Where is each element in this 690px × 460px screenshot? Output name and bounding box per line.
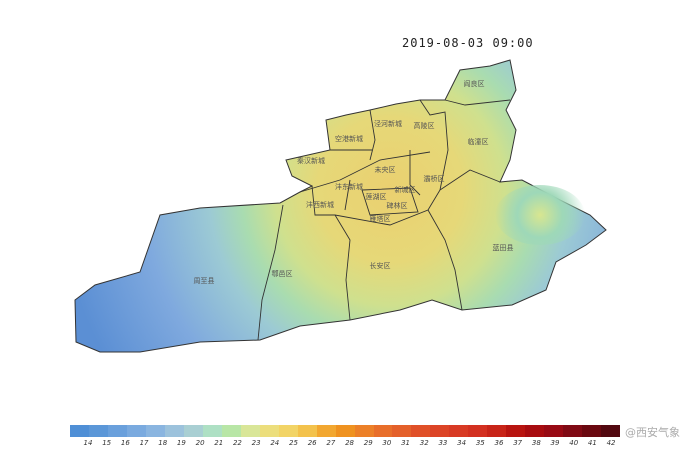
legend-swatch	[164, 425, 184, 437]
district-label: 碑林区	[387, 201, 408, 210]
district-label: 长安区	[370, 261, 391, 270]
legend-swatch	[278, 425, 298, 437]
legend-tick-label: 38	[531, 439, 541, 447]
legend-tick-label: 25	[289, 439, 298, 447]
legend-tick-label: 28	[345, 439, 354, 447]
legend-swatch	[316, 425, 336, 437]
legend-tick-label: 17	[139, 439, 149, 447]
legend-tick-label: 19	[176, 439, 186, 447]
warm-patch	[495, 185, 585, 245]
legend-swatch	[487, 425, 507, 437]
legend-tick-label: 14	[83, 439, 93, 447]
legend-tick-label: 36	[494, 439, 504, 447]
legend-tick-label: 41	[587, 439, 597, 447]
legend-tick-label: 32	[419, 439, 429, 447]
legend-swatch	[601, 425, 621, 437]
watermark: @西安气象	[625, 426, 680, 439]
district-label: 泾河新城	[374, 119, 402, 128]
legend-swatch	[70, 425, 89, 437]
map-timestamp: 2019-08-03 09:00	[402, 36, 534, 50]
legend-swatch	[107, 425, 127, 437]
legend-tick-label: 42	[606, 439, 616, 447]
legend-tick-label: 37	[513, 439, 523, 447]
district-label: 灞桥区	[424, 174, 445, 183]
legend-tick-label: 35	[475, 439, 485, 447]
district-boundaries	[257, 99, 511, 341]
district-label: 雁塔区	[370, 214, 391, 223]
legend-tick-label: 23	[251, 439, 261, 447]
legend-swatch	[582, 425, 602, 437]
legend-swatch	[145, 425, 165, 437]
district-label: 鄠邑区	[272, 269, 293, 278]
legend-swatch	[411, 425, 431, 437]
legend-tick-label: 29	[363, 439, 373, 447]
map-region: 阎良区 泾河新城 高陵区 临潼区 空港新城 秦汉新城 未央区 灞桥区 沣西新城 …	[74, 59, 607, 353]
legend-tick-label: 31	[401, 439, 411, 447]
legend-swatch	[183, 425, 203, 437]
legend-tick-label: 40	[569, 439, 579, 447]
legend-swatch	[525, 425, 545, 437]
legend-swatch	[506, 425, 526, 437]
legend-tick-label: 27	[326, 439, 336, 447]
legend-ticks: 14 15 16 17 18 19 20 21 22 23 24 25 26 27 28 29 30 31 32 33…	[70, 439, 630, 449]
legend-swatch	[430, 425, 450, 437]
legend-swatch	[373, 425, 393, 437]
legend-swatch	[354, 425, 374, 437]
legend-swatch	[297, 425, 317, 437]
legend-swatch	[259, 425, 279, 437]
legend-tick-label: 15	[102, 439, 112, 447]
legend-tick-label: 30	[382, 439, 392, 447]
legend-tick-label: 22	[232, 439, 242, 447]
legend-tick-label: 20	[195, 439, 205, 447]
legend-swatch	[449, 425, 469, 437]
district-label: 周至县	[194, 277, 215, 285]
legend-swatch	[221, 425, 241, 437]
legend-tick-label: 18	[158, 439, 168, 447]
legend-swatch	[202, 425, 222, 437]
legend-tick-label: 16	[120, 439, 130, 447]
district-label: 莲湖区	[366, 192, 387, 201]
legend-swatch	[88, 425, 108, 437]
district-label: 沣西新城	[306, 200, 334, 209]
legend-swatch	[335, 425, 355, 437]
district-label: 沣东新城	[335, 182, 363, 191]
legend-tick-label: 34	[457, 439, 467, 447]
legend-tick-label: 26	[307, 439, 317, 447]
legend-tick-label: 33	[438, 439, 448, 447]
district-label: 临潼区	[468, 137, 489, 146]
legend-tick-label: 21	[214, 439, 224, 447]
legend-swatch	[544, 425, 564, 437]
temperature-map: 阎良区 泾河新城 高陵区 临潼区 空港新城 秦汉新城 未央区 灞桥区 沣西新城 …	[74, 59, 607, 353]
legend-tick-label: 39	[550, 439, 560, 447]
district-label: 新城区	[395, 185, 416, 194]
district-label: 蓝田县	[493, 243, 514, 252]
district-labels: 阎良区 泾河新城 高陵区 临潼区 空港新城 秦汉新城 未央区 灞桥区 沣西新城 …	[194, 79, 514, 285]
legend-swatch	[126, 425, 146, 437]
district-label: 阎良区	[464, 79, 485, 88]
district-label: 高陵区	[414, 121, 435, 130]
district-label: 空港新城	[335, 134, 363, 143]
district-label: 未央区	[375, 165, 396, 174]
color-legend	[70, 425, 621, 437]
legend-swatch	[563, 425, 583, 437]
district-label: 秦汉新城	[297, 156, 325, 165]
legend-swatch	[240, 425, 260, 437]
legend-swatch	[468, 425, 488, 437]
legend-tick-label: 24	[270, 439, 280, 447]
legend-swatch	[392, 425, 412, 437]
xian-outline	[74, 59, 607, 353]
